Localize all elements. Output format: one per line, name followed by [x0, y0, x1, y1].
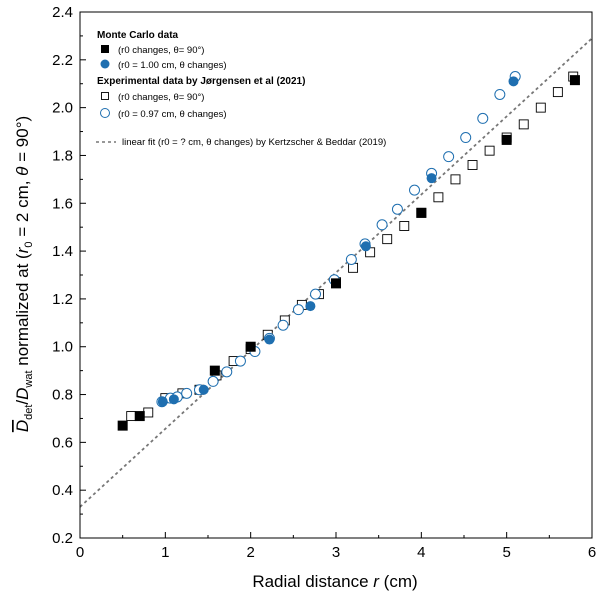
mc-square-point	[569, 75, 580, 86]
exp-square-point	[143, 407, 154, 418]
exp-circle-point	[234, 355, 246, 367]
mc-circle-point	[264, 334, 275, 345]
exp-circle-point	[277, 319, 289, 331]
x-tick-label: 4	[417, 544, 425, 561]
exp-square-point	[535, 102, 546, 113]
x-tick-label: 1	[161, 544, 169, 561]
exp-circle-point	[181, 387, 193, 399]
exp-square-point	[399, 221, 410, 231]
exp-square-point	[518, 119, 529, 130]
exp-circle-point	[409, 184, 421, 196]
mc-circle-point	[157, 396, 168, 407]
mc-square-point	[416, 207, 427, 218]
y-tick-label: 1.4	[52, 243, 73, 260]
mc-square-point	[134, 411, 145, 422]
legend-mc-header: Monte Carlo data	[97, 30, 179, 41]
y-tick-label: 2.0	[52, 100, 73, 117]
y-tick-label: 2.2	[52, 52, 73, 69]
mc-circle-point	[168, 394, 179, 405]
exp-circle-point	[494, 88, 506, 100]
x-tick-label: 2	[246, 544, 254, 561]
exp-square-point	[450, 174, 461, 185]
exp-square-point	[433, 192, 444, 203]
mc-square-point	[501, 134, 512, 145]
mc-square-point	[117, 420, 128, 431]
y-tick-label: 0.2	[52, 530, 73, 547]
exp-square-point	[467, 160, 478, 170]
exp-square-point	[552, 87, 563, 98]
x-axis-title: Radial distance r (cm)	[252, 572, 417, 591]
y-tick-label: 1.2	[52, 291, 73, 308]
x-tick-label: 5	[502, 544, 510, 561]
x-tick-label: 3	[332, 544, 340, 561]
exp-circle-point	[292, 304, 304, 316]
exp-circle-point	[345, 253, 357, 265]
legend-mc-series2-label: (r0 = 1.00 cm, θ changes)	[118, 60, 227, 71]
legend-exp-circle-marker	[100, 108, 110, 118]
mc-circle-point	[360, 241, 371, 252]
mc-circle-point	[198, 384, 209, 395]
legend-exp-square-marker	[101, 92, 109, 100]
mc-circle-point	[508, 76, 519, 87]
y-tick-label: 0.8	[52, 387, 73, 404]
mc-square-point	[209, 365, 220, 376]
exp-circle-point	[207, 375, 219, 387]
exp-circle-point	[310, 288, 322, 300]
mc-circle-point	[305, 301, 316, 312]
legend-fit-label: linear fit (r0 = ? cm, θ changes) by Ker…	[122, 137, 386, 148]
legend: Monte Carlo data (r0 changes, θ= 90°) (r…	[96, 30, 386, 148]
y-tick-label: 1.6	[52, 195, 73, 212]
exp-circle-point	[477, 112, 489, 124]
data-marks	[117, 71, 580, 431]
exp-circle-point	[376, 219, 388, 231]
legend-exp-series2-label: (r0 = 0.97 cm, θ changes)	[118, 109, 227, 120]
y-tick-label: 0.6	[52, 434, 73, 451]
linear-fit-line	[79, 37, 593, 508]
y-tick-label: 1.0	[52, 339, 73, 356]
y-axis-title: Ddet/Dwat normalized at (r0 = 2 cm, θ = …	[13, 116, 35, 432]
legend-exp-header: Experimental data by Jørgensen et al (20…	[97, 76, 305, 87]
exp-circle-point	[460, 132, 472, 144]
legend-exp-series1-label: (r0 changes, θ= 90°)	[118, 92, 204, 103]
y-tick-label: 2.4	[52, 4, 73, 21]
y-tick-label: 0.4	[52, 482, 73, 499]
mc-square-point	[331, 278, 341, 289]
mc-circle-point	[426, 173, 437, 184]
axis-ticks: 0 1 2 3 4 5 6 0.2 0.4 0.6 0.8 1.0 1.2 1.4 1.6 1.8 2.0 2.2…	[52, 4, 596, 561]
legend-mc-square-marker	[101, 45, 109, 53]
mc-square-point	[245, 341, 256, 352]
exp-circle-point	[221, 366, 233, 378]
exp-square-point	[484, 145, 495, 156]
exp-circle-point	[443, 151, 455, 163]
legend-mc-series1-label: (r0 changes, θ= 90°)	[118, 45, 204, 56]
y-tick-label: 1.8	[52, 147, 73, 164]
exp-square-point	[126, 411, 137, 422]
exp-circle-point	[391, 203, 403, 215]
x-tick-label: 0	[76, 544, 84, 561]
exp-square-point	[382, 234, 393, 245]
legend-mc-circle-marker	[100, 59, 110, 69]
x-tick-label: 6	[588, 544, 596, 561]
